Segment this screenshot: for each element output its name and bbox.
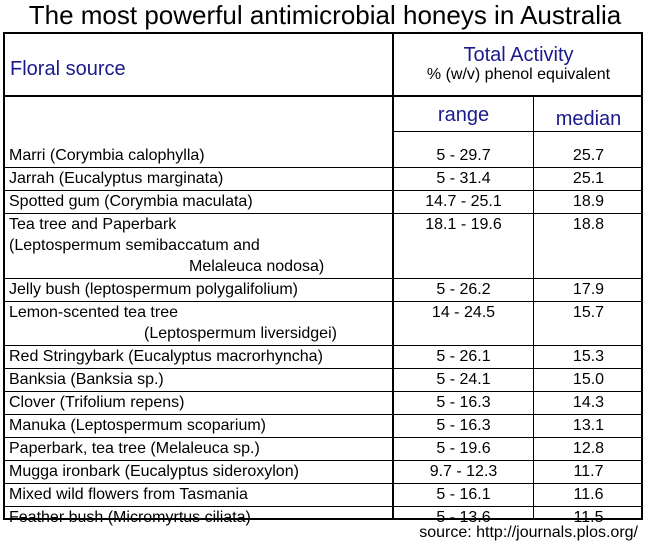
- row-separator: [3, 213, 643, 214]
- floral-source-cell: Red Stringybark (Eucalyptus macrorhyncha…: [9, 346, 392, 367]
- floral-source-cell: Lemon-scented tea tree (Leptospermum live…: [9, 302, 392, 344]
- range-cell: 5 - 26.2: [436, 281, 491, 298]
- table-row: Spotted gum (Corymbia maculata) 14.7 - 25…: [3, 191, 643, 212]
- floral-source-line: (Leptospermum semibaccatum and: [9, 237, 260, 254]
- range-cell: 14.7 - 25.1: [425, 193, 502, 210]
- floral-source-line: Marri (Corymbia calophylla): [9, 147, 205, 164]
- range-cell: 5 - 19.6: [436, 440, 491, 457]
- row-separator: [3, 345, 643, 346]
- floral-source-cell: Tea tree and Paperbark (Leptospermum semi…: [9, 214, 392, 277]
- range-cell: 14 - 24.5: [431, 304, 496, 321]
- floral-source-cell: Jarrah (Eucalyptus marginata): [9, 168, 392, 189]
- floral-source-line: Jarrah (Eucalyptus marginata): [9, 170, 224, 187]
- row-separator: [3, 167, 643, 168]
- header-rule: [3, 95, 643, 97]
- range-cell: 5 - 16.1: [436, 486, 491, 503]
- source-note: source: http://journals.plos.org/: [419, 524, 638, 541]
- row-separator: [3, 460, 643, 461]
- table-row: Manuka (Leptospermum scoparium) 5 - 16.3 1…: [3, 415, 643, 436]
- floral-source-line: Red Stringybark (Eucalyptus macrorhyncha…: [9, 348, 323, 365]
- floral-source-cell: Banksia (Banksia sp.): [9, 369, 392, 390]
- table-row: Jelly bush (leptospermum polygalifolium)…: [3, 279, 643, 300]
- median-cell: 15.7: [572, 304, 605, 321]
- range-cell: 5 - 13.6: [436, 509, 491, 526]
- row-separator: [3, 391, 643, 392]
- floral-source-cell: Marri (Corymbia calophylla): [9, 145, 392, 166]
- row-separator: [3, 437, 643, 438]
- floral-source-line: Mixed wild flowers from Tasmania: [9, 486, 248, 503]
- median-cell: 11.6: [573, 486, 604, 503]
- range-cell: 5 - 26.1: [436, 348, 491, 365]
- range-header: range: [437, 104, 490, 126]
- floral-source-cell: Mixed wild flowers from Tasmania: [9, 484, 392, 505]
- floral-source-line: (Leptospermum liversidgei): [144, 325, 337, 342]
- range-cell: 9.7 - 12.3: [429, 463, 498, 480]
- floral-source-line: Mugga ironbark (Eucalyptus sideroxylon): [9, 463, 299, 480]
- floral-source-cell: Jelly bush (leptospermum polygalifolium): [9, 279, 392, 300]
- floral-source-cell: Clover (Trifolium repens): [9, 392, 392, 413]
- floral-source-line: Banksia (Banksia sp.): [9, 371, 164, 388]
- table-row: Lemon-scented tea tree (Leptospermum live…: [3, 302, 643, 344]
- median-cell: 13.1: [572, 417, 605, 434]
- range-cell: 5 - 31.4: [436, 170, 491, 187]
- floral-source-line: Melaleuca nodosa): [189, 258, 325, 275]
- table-row: Feather bush (Micromyrtus ciliata) 5 - 13…: [3, 507, 643, 528]
- table-row: Mixed wild flowers from Tasmania 5 - 16.1…: [3, 484, 643, 505]
- floral-source-cell: Manuka (Leptospermum scoparium): [9, 415, 392, 436]
- table-row: Marri (Corymbia calophylla) 5 - 29.7 25.7: [3, 145, 643, 166]
- row-separator: [3, 414, 643, 415]
- row-separator: [3, 190, 643, 191]
- range-cell: 5 - 24.1: [436, 371, 491, 388]
- table-row: Mugga ironbark (Eucalyptus sideroxylon) 9…: [3, 461, 643, 482]
- range-cell: 5 - 29.7: [436, 147, 491, 164]
- range-cell: 18.1 - 19.6: [425, 216, 502, 233]
- floral-source-line: Tea tree and Paperbark: [9, 216, 177, 233]
- floral-source-line: Spotted gum (Corymbia maculata): [9, 193, 253, 210]
- floral-source-line: Lemon-scented tea tree: [9, 304, 178, 321]
- floral-source-line: Jelly bush (leptospermum polygalifolium): [9, 281, 299, 298]
- floral-source-cell: Feather bush (Micromyrtus ciliata): [9, 507, 392, 528]
- median-cell: 18.9: [572, 193, 605, 210]
- median-cell: 15.0: [572, 371, 605, 388]
- floral-source-line: Manuka (Leptospermum scoparium): [9, 417, 266, 434]
- subheader-rule: [394, 131, 643, 132]
- table-row: Red Stringybark (Eucalyptus macrorhyncha…: [3, 346, 643, 367]
- column-divider-range-median: [533, 96, 534, 520]
- floral-source-cell: Mugga ironbark (Eucalyptus sideroxylon): [9, 461, 392, 482]
- range-cell: 5 - 16.3: [436, 394, 491, 411]
- row-separator: [3, 483, 643, 484]
- table-row: Paperbark, tea tree (Melaleuca sp.) 5 - 1…: [3, 438, 643, 459]
- floral-source-line: Paperbark, tea tree (Melaleuca sp.): [9, 440, 260, 457]
- table-row: Jarrah (Eucalyptus marginata) 5 - 31.4 25.…: [3, 168, 643, 189]
- row-separator: [3, 368, 643, 369]
- floral-source-line: Clover (Trifolium repens): [9, 394, 185, 411]
- median-cell: 15.3: [572, 348, 605, 365]
- column-divider: [392, 32, 394, 520]
- floral-source-line: Feather bush (Micromyrtus ciliata): [9, 509, 251, 526]
- median-header: median: [555, 108, 622, 130]
- row-separator: [3, 301, 643, 302]
- median-cell: 14.3: [572, 394, 605, 411]
- floral-source-header: Floral source: [10, 58, 126, 80]
- median-cell: 18.8: [572, 216, 605, 233]
- median-cell: 12.8: [572, 440, 605, 457]
- total-activity-unit: % (w/v) phenol equivalent: [426, 66, 611, 83]
- row-separator: [3, 506, 643, 507]
- median-cell: 25.7: [572, 147, 605, 164]
- page-title: The most powerful antimicrobial honeys i…: [28, 0, 622, 30]
- table-frame: [3, 32, 643, 520]
- row-separator: [3, 278, 643, 279]
- median-cell: 17.9: [572, 281, 605, 298]
- median-cell: 11.7: [573, 463, 604, 480]
- floral-source-cell: Spotted gum (Corymbia maculata): [9, 191, 392, 212]
- total-activity-header: Total Activity: [463, 44, 574, 66]
- table-row: Tea tree and Paperbark (Leptospermum semi…: [3, 214, 643, 277]
- table-row: Clover (Trifolium repens) 5 - 16.3 14.3: [3, 392, 643, 413]
- median-cell: 11.5: [573, 509, 604, 526]
- floral-source-cell: Paperbark, tea tree (Melaleuca sp.): [9, 438, 392, 459]
- range-cell: 5 - 16.3: [436, 417, 491, 434]
- table-row: Banksia (Banksia sp.) 5 - 24.1 15.0: [3, 369, 643, 390]
- median-cell: 25.1: [572, 170, 605, 187]
